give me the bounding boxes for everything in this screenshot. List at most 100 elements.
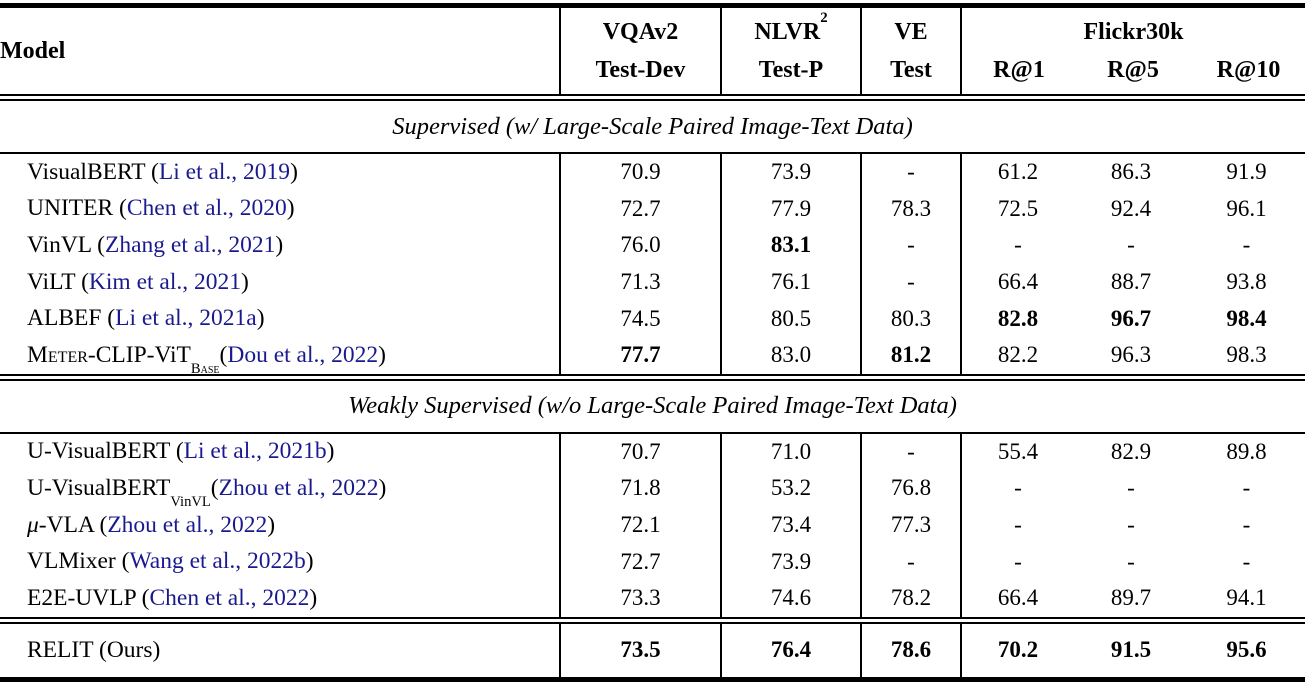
value-cell-nlvr2: 74.6 xyxy=(720,579,860,617)
text-segment: ALBEF ( xyxy=(27,305,116,332)
text-segment: ( xyxy=(219,341,228,368)
citation-link[interactable]: Zhang et al., 2021 xyxy=(105,231,276,258)
model-cell: Meter -CLIP-ViT Base (Dou et al., 2022) xyxy=(0,337,559,377)
value-cell-r1: 82.8 xyxy=(960,300,1074,337)
value-cell-r1: 66.4 xyxy=(960,263,1074,301)
citation-link[interactable]: Li et al., 2021a xyxy=(115,305,257,332)
model-cell: U-VisualBERT VinVL (Zhou et al., 2022) xyxy=(0,470,559,510)
value-cell-ve: - xyxy=(860,263,960,301)
value-cell-vqav2: 76.0 xyxy=(559,227,720,264)
model-cell: VinVL (Zhang et al., 2021) xyxy=(0,227,559,264)
value-cell-r10: 95.6 xyxy=(1226,637,1267,663)
value-cell-r1: 55.4 xyxy=(960,433,1074,471)
value-cell-vqav2: 72.7 xyxy=(559,543,720,580)
value-cell-r5: - xyxy=(1127,548,1135,574)
section-title-supervised: Supervised (w/ Large-Scale Paired Image-… xyxy=(0,101,1305,152)
value-cell-vqav2: 73.5 xyxy=(559,623,720,677)
value-cell-vqav2: 70.7 xyxy=(559,433,720,471)
final-divider-rule xyxy=(0,616,1305,624)
citation-link[interactable]: Chen et al., 2020 xyxy=(126,195,287,222)
table-row-relit-ours: RELIT (Ours) 73.5 76.4 78.6 70.2 91.5 95… xyxy=(0,623,1305,677)
text-segment: ) xyxy=(309,584,318,611)
value-cell-r1: - xyxy=(960,506,1074,544)
value-cell-r10: - xyxy=(1242,548,1251,574)
value-cell-ve: - xyxy=(860,433,960,471)
value-cell-r1: - xyxy=(960,470,1074,507)
table-row-uniter: UNITER (Chen et al., 2020) 72.7 77.9 78.… xyxy=(0,190,1305,228)
column-header-vqav2: VQAv2 Test-Dev xyxy=(559,8,720,94)
nlvr2-line1: NLVR2 xyxy=(754,9,828,51)
column-header-model: Model xyxy=(0,8,559,94)
value-cell-r5: 86.3 xyxy=(1110,159,1152,185)
value-cell-r1: 70.2 xyxy=(960,623,1074,677)
model-cell: RELIT (Ours) xyxy=(0,624,559,677)
value-cell-r1: - xyxy=(960,227,1074,264)
value-cell-r1: - xyxy=(960,543,1074,580)
value-cell-r10: 98.4 xyxy=(1226,305,1267,331)
model-cell: VLMixer (Wang et al., 2022b) xyxy=(0,543,559,580)
value-cell-r5: 92.4 xyxy=(1110,195,1152,221)
value-cell-nlvr2: 80.5 xyxy=(720,300,860,337)
value-cell-r10: - xyxy=(1242,512,1251,538)
value-cell-r5: 96.7 xyxy=(1110,305,1152,331)
citation-link[interactable]: Dou et al., 2022 xyxy=(227,341,379,368)
value-cell-nlvr2: 73.4 xyxy=(720,506,860,544)
value-cell-vqav2: 77.7 xyxy=(559,336,720,374)
value-cell-r1: 66.4 xyxy=(960,579,1074,617)
model-cell: VisualBERT (Li et al., 2019) xyxy=(0,154,559,191)
nlvr2-line2: Test-P xyxy=(758,57,824,83)
citation-link[interactable]: Chen et al., 2022 xyxy=(149,584,310,611)
text-segment: 2 xyxy=(820,9,828,26)
citation-link[interactable]: Wang et al., 2022b xyxy=(129,548,306,575)
column-header-r1: R@1 xyxy=(993,57,1045,83)
table-row-vlmixer: VLMixer (Wang et al., 2022b) 72.7 73.9 -… xyxy=(0,543,1305,580)
value-cell-r10: 93.8 xyxy=(1226,269,1267,295)
text-segment: ( xyxy=(210,474,219,501)
text-segment: VLMixer ( xyxy=(27,548,130,575)
column-header-ve: VE Test xyxy=(860,8,960,94)
value-cell-ve: 78.2 xyxy=(860,579,960,617)
section-divider-rule xyxy=(0,373,1305,381)
value-cell-r10: 91.9 xyxy=(1226,159,1267,185)
text-segment: ) xyxy=(305,548,314,575)
table-row-visualbert: VisualBERT (Li et al., 2019) 70.9 73.9 -… xyxy=(0,154,1305,191)
citation-link[interactable]: Li et al., 2021b xyxy=(183,438,327,465)
citation-link[interactable]: Zhou et al., 2022 xyxy=(107,511,268,538)
citation-link[interactable]: Zhou et al., 2022 xyxy=(218,474,379,501)
value-cell-nlvr2: 83.0 xyxy=(720,336,860,374)
value-cell-r1: 72.5 xyxy=(960,190,1074,228)
value-cell-r10: - xyxy=(1242,232,1251,258)
table-row-u-visualbert-vinvl: U-VisualBERT VinVL (Zhou et al., 2022) 71… xyxy=(0,470,1305,510)
model-cell: E2E-UVLP (Chen et al., 2022) xyxy=(0,580,559,617)
text-segment: U-VisualBERT ( xyxy=(27,438,184,465)
value-cell-ve: - xyxy=(860,154,960,191)
text-segment: UNITER ( xyxy=(27,195,127,222)
value-cell-r1: 82.2 xyxy=(960,336,1074,374)
value-cell-ve: 76.8 xyxy=(860,470,960,507)
flickr30k-title: Flickr30k xyxy=(1083,18,1184,45)
citation-link[interactable]: Li et al., 2019 xyxy=(158,158,291,185)
text-segment: Meter xyxy=(27,341,88,368)
citation-link[interactable]: Kim et al., 2021 xyxy=(88,268,241,295)
vqav2-line1: VQAv2 xyxy=(602,18,679,45)
value-cell-vqav2: 70.9 xyxy=(559,154,720,191)
value-cell-nlvr2: 76.1 xyxy=(720,263,860,301)
value-cell-r5: - xyxy=(1127,475,1135,501)
table-row-mu-vla: μ -VLA (Zhou et al., 2022) 72.1 73.4 77.3… xyxy=(0,506,1305,544)
value-cell-r5: 91.5 xyxy=(1110,637,1152,663)
value-cell-nlvr2: 71.0 xyxy=(720,433,860,471)
value-cell-ve: - xyxy=(860,543,960,580)
text-segment: ) xyxy=(290,158,298,185)
value-cell-ve: 77.3 xyxy=(860,506,960,544)
table-row-meter-clip-vit: Meter -CLIP-ViT Base (Dou et al., 2022) 77… xyxy=(0,336,1305,377)
text-segment: VinVL xyxy=(170,493,211,510)
value-cell-r10: - xyxy=(1242,475,1251,501)
value-cell-ve: 80.3 xyxy=(860,300,960,337)
value-cell-r5: - xyxy=(1127,512,1135,538)
text-segment: E2E-UVLP ( xyxy=(27,584,150,611)
section-title-weakly-supervised: Weakly Supervised (w/o Large-Scale Paire… xyxy=(0,381,1305,432)
value-cell-ve: 81.2 xyxy=(860,336,960,374)
text-segment: RELIT (Ours) xyxy=(27,636,161,663)
text-segment: VisualBERT ( xyxy=(27,158,159,185)
text-segment: ) xyxy=(267,511,276,538)
